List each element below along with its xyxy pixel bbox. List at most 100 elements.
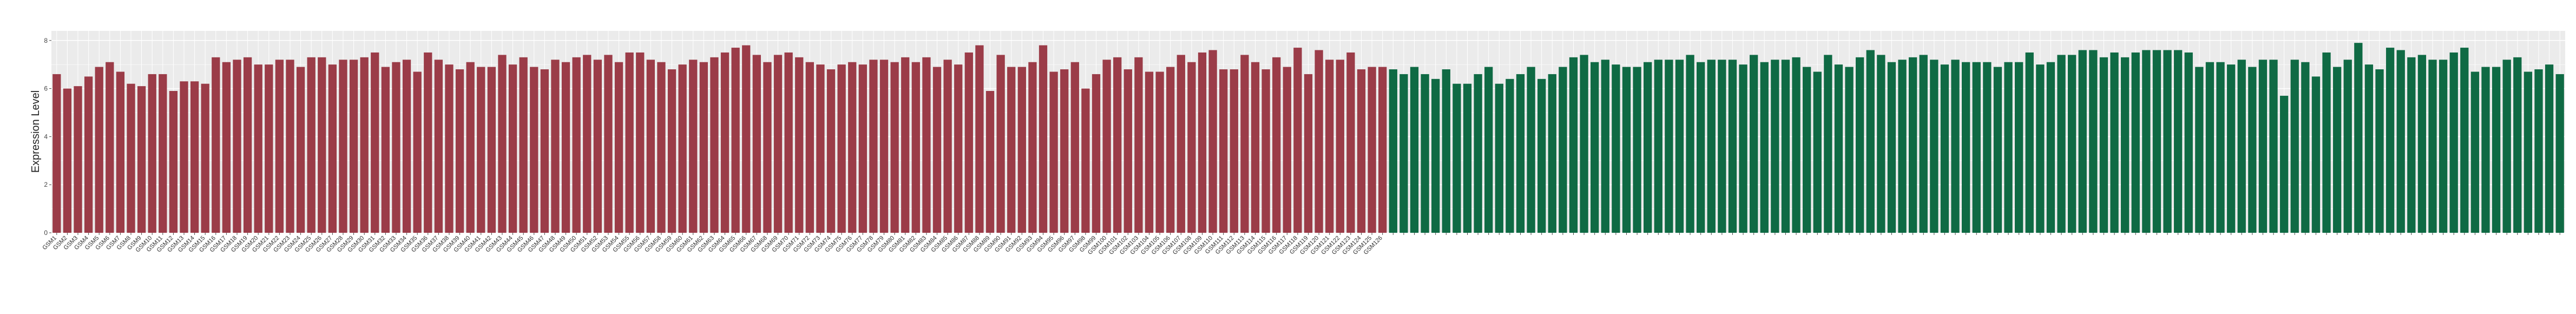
bar: [890, 62, 899, 233]
bar: [296, 67, 305, 233]
bar: [1092, 74, 1101, 233]
bar: [1230, 69, 1238, 233]
bar: [1198, 52, 1207, 233]
bar: [879, 60, 889, 233]
bar: [2470, 71, 2480, 233]
bar: [402, 60, 411, 233]
bar: [2269, 60, 2278, 233]
bar: [2343, 60, 2352, 233]
bar: [127, 83, 135, 233]
bar: [254, 64, 262, 233]
bar: [1177, 55, 1185, 233]
bar: [1951, 60, 1960, 233]
bar: [180, 81, 188, 233]
bar: [1123, 69, 1132, 233]
bar: [773, 55, 783, 233]
bar: [1697, 62, 1705, 233]
bar: [710, 57, 719, 233]
bar: [445, 64, 454, 233]
bar: [2396, 50, 2405, 233]
bar: [667, 69, 676, 233]
bar: [1930, 60, 1938, 233]
bar: [784, 52, 793, 233]
bar: [1856, 57, 1864, 233]
y-axis-label: Expression Level: [30, 90, 42, 173]
bar: [2004, 62, 2013, 233]
bar: [2089, 50, 2098, 233]
bar: [2322, 52, 2331, 233]
bar: [2375, 69, 2384, 233]
bar: [572, 57, 581, 233]
bar: [2534, 69, 2543, 233]
bar: [498, 55, 507, 233]
bar: [540, 69, 549, 233]
bar: [424, 52, 432, 233]
y-tick-label: 4: [44, 133, 48, 140]
bar: [689, 60, 698, 233]
bar: [1877, 55, 1885, 233]
bar: [1612, 64, 1620, 233]
bar: [1357, 69, 1366, 233]
bar: [1824, 55, 1832, 233]
bar: [1166, 67, 1175, 233]
bar: [1993, 67, 2002, 233]
y-axis: 0 2 4 6 8: [44, 37, 51, 237]
bar: [932, 67, 942, 233]
bar: [657, 62, 666, 233]
bar: [2195, 67, 2204, 233]
bar: [1378, 67, 1387, 233]
bar: [1803, 67, 1811, 233]
bar: [1760, 62, 1769, 233]
bar: [922, 57, 931, 233]
bar: [1771, 60, 1779, 233]
bar: [318, 57, 326, 233]
bar: [381, 67, 390, 233]
bar: [678, 64, 687, 233]
bar: [2492, 67, 2501, 233]
bar: [307, 57, 316, 233]
bar: [2248, 67, 2257, 233]
bar: [275, 60, 284, 233]
bar: [1421, 74, 1429, 233]
bar: [2279, 95, 2289, 233]
bar: [2036, 64, 2045, 233]
bar: [1972, 62, 1981, 233]
bar: [2152, 50, 2161, 233]
bar: [2407, 57, 2416, 233]
bar: [1633, 67, 1641, 233]
bar: [561, 62, 570, 233]
bar: [1622, 67, 1631, 233]
bar: [583, 55, 592, 233]
bar: [2354, 43, 2363, 233]
bar: [636, 52, 645, 233]
bar: [1272, 57, 1281, 233]
bar: [1516, 74, 1525, 233]
bar: [1813, 71, 1822, 233]
bar: [2046, 62, 2055, 233]
bar: [1463, 83, 1472, 233]
bar: [1919, 55, 1928, 233]
bar: [1240, 55, 1249, 233]
bar: [1580, 55, 1588, 233]
bar: [1527, 67, 1535, 233]
bar: [2025, 52, 2034, 233]
bar: [551, 60, 560, 233]
bar: [1346, 52, 1355, 233]
bar: [985, 91, 995, 233]
bar: [222, 62, 231, 233]
bar: [1187, 62, 1196, 233]
bar: [265, 64, 273, 233]
bar: [1028, 62, 1037, 233]
bar: [1845, 67, 1854, 233]
bar: [1792, 57, 1800, 233]
bar: [2173, 50, 2183, 233]
x-axis: GSM1GSM2GSM3GSM4GSM5GSM6GSM7GSM8GSM9GSM1…: [41, 233, 2560, 256]
bar: [360, 57, 369, 233]
bar: [243, 57, 252, 233]
bar: [1601, 60, 1609, 233]
bar: [52, 74, 61, 233]
bar: [1654, 60, 1662, 233]
bar: [2258, 60, 2268, 233]
bar: [1665, 60, 1673, 233]
